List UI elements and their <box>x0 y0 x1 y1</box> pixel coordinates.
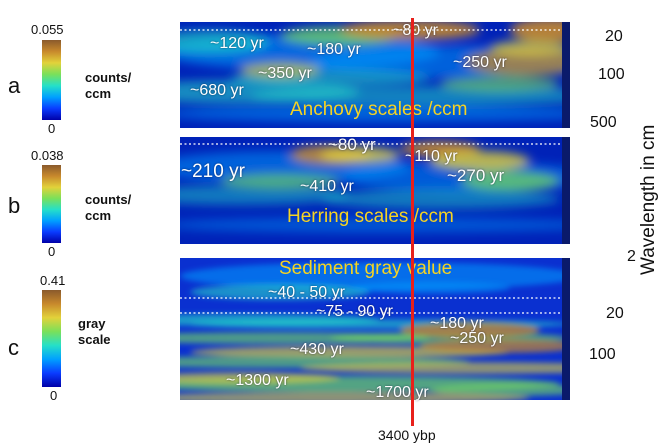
heatmap-b-blob-6 <box>320 147 400 163</box>
heatmap-panel-c <box>180 258 570 400</box>
period-label-a-180: ~180 yr <box>307 41 361 58</box>
y-tick-c-20: 20 <box>606 305 624 322</box>
colorbar-c-max: 0.41 <box>40 273 66 288</box>
heatmap-b-blob-2 <box>180 185 350 205</box>
period-label-c-250: ~250 yr <box>450 330 504 347</box>
heatmap-c-blob-9 <box>400 322 540 338</box>
y-axis-label: Wavelength in cm <box>638 124 659 275</box>
colorbar-a-min: 0 <box>48 121 56 136</box>
y-tick-a-100: 100 <box>598 66 625 83</box>
heatmap-c-blob-13 <box>180 372 340 384</box>
colorbar-c-unit: gray scale <box>78 316 111 347</box>
period-label-c-180: ~180 yr <box>430 315 484 332</box>
period-label-c-430: ~430 yr <box>290 341 344 358</box>
heatmap-panel-a <box>180 22 570 128</box>
period-label-a-680: ~680 yr <box>190 82 244 99</box>
panel-a-title: Anchovy scales /ccm <box>290 99 468 120</box>
period-label-b-80: ~80 yr <box>328 135 376 154</box>
heatmap-a-blob-7 <box>340 22 480 40</box>
heatmap-panel-b <box>180 137 570 244</box>
panel-c-title: Sediment gray value <box>279 258 453 279</box>
y-tick-c-2: 2 <box>627 248 636 265</box>
colorbar-b-unit: counts/ ccm <box>85 192 132 223</box>
heatmap-a-blob-13 <box>490 40 570 56</box>
panel-b-scale-strip <box>562 137 570 244</box>
heatmap-b-blob-3 <box>320 189 560 209</box>
heatmap-b-blob-4 <box>180 217 570 233</box>
colorbar-c-min: 0 <box>50 388 58 403</box>
period-label-a-120: ~120 yr <box>210 35 264 52</box>
heatmap-a-blob-12 <box>240 62 320 78</box>
heatmap-c-blob-15 <box>180 392 530 400</box>
panel-a-scale-strip <box>562 22 570 128</box>
period-label-c-1700: ~1700 yr <box>366 384 429 401</box>
colorbar-b <box>42 165 61 243</box>
colorbar-a-max: 0.055 <box>31 22 64 37</box>
heatmap-a-blob-5 <box>180 30 270 54</box>
panel-b-title: Herring scales /ccm <box>287 206 454 227</box>
heatmap-c-blob-11 <box>300 362 570 374</box>
heatmap-b-blob-10 <box>220 173 340 189</box>
red-time-marker-line <box>411 18 414 426</box>
period-label-c-1300: ~1300 yr <box>226 372 289 389</box>
y-tick-c-100: 100 <box>589 346 616 363</box>
period-label-b-410: ~410 yr <box>300 178 354 195</box>
heatmap-a-blob-4 <box>180 106 570 122</box>
period-label-c-40-50: ~40 - 50 yr <box>268 284 345 301</box>
period-label-c-75-90: ~75 - 90 yr <box>316 303 393 320</box>
period-label-b-110: ~110 yr <box>405 148 458 165</box>
heatmap-c-blob-8 <box>420 339 570 353</box>
heatmap-a-blobs <box>180 22 570 122</box>
period-label-b-270: ~270 yr <box>447 166 505 185</box>
heatmap-b-blob-8 <box>430 151 530 171</box>
panel-label-a: a <box>8 73 21 98</box>
period-label-a-350: ~350 yr <box>258 65 312 82</box>
y-tick-a-20: 20 <box>605 28 623 45</box>
panel-label-c: c <box>8 335 19 360</box>
colorbar-b-max: 0.038 <box>31 148 64 163</box>
colorbar-b-min: 0 <box>48 244 56 259</box>
heatmap-b-blob-9 <box>460 171 560 191</box>
heatmap-c-blob-14 <box>430 384 570 396</box>
heatmap-b-blobs <box>180 141 570 233</box>
time-marker-label: 3400 ybp <box>378 427 436 443</box>
colorbar-a <box>42 40 61 120</box>
panel-label-b: b <box>8 193 21 218</box>
colorbar-a-unit: counts/ ccm <box>85 70 132 101</box>
heatmap-a-blob-8 <box>510 22 570 42</box>
y-tick-a-500: 500 <box>590 114 617 131</box>
heatmap-a-blob-11 <box>440 76 560 92</box>
heatmap-c-blobs <box>180 262 570 400</box>
period-label-a-250: ~250 yr <box>453 54 507 71</box>
period-label-a-80: ~80 yr <box>393 22 438 39</box>
heatmap-c-blob-2 <box>350 282 510 294</box>
panel-c-scale-strip <box>562 258 570 400</box>
period-label-b-210: ~210 yr <box>181 161 245 182</box>
heatmap-c-blob-1 <box>190 284 370 300</box>
colorbar-c <box>42 290 61 387</box>
